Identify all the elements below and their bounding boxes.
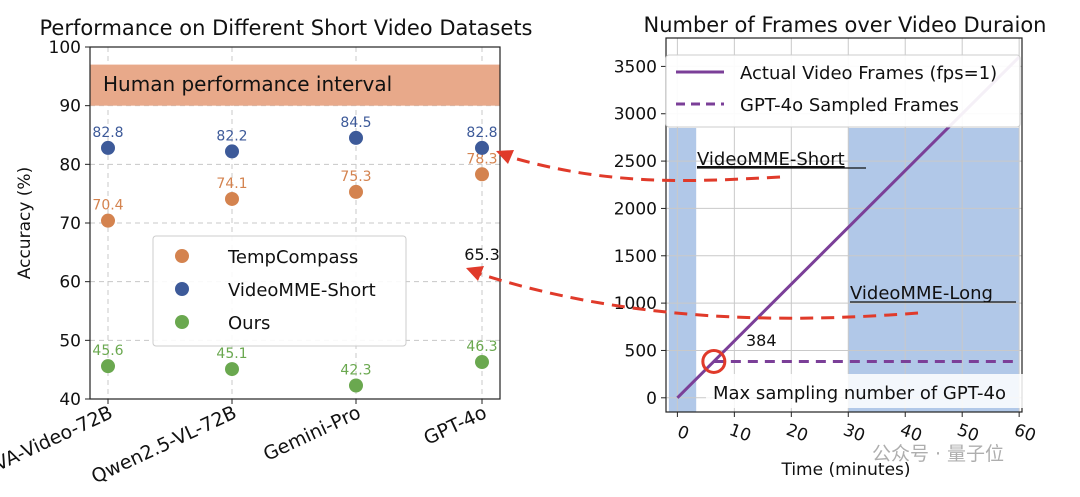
right-xtick-label-30: 30	[840, 420, 867, 446]
region-videomme-short	[668, 127, 697, 412]
point-ours-qwen2-5-vl-72b	[225, 362, 239, 377]
right-xtick-label-20: 20	[783, 420, 810, 446]
right-legend: Actual Video Frames (fps=1) GPT-4o Sampl…	[665, 54, 1021, 128]
left-ytick-label-80: 80	[59, 155, 81, 175]
right-ytick-label-500: 500	[625, 341, 657, 361]
right-ytick-label-0: 0	[646, 389, 657, 409]
right-xtick-label-60: 60	[1011, 420, 1038, 446]
annotation-max-sampling: Max sampling number of GPT-4o	[713, 383, 1006, 404]
left-ytick-label-40: 40	[59, 390, 81, 410]
right-ytick-label-3000: 3000	[614, 105, 657, 125]
point-videomme-short-gpt-4o	[475, 140, 489, 155]
data-label-tempcompass-gpt-4o: 78.3	[466, 151, 497, 167]
right-regions	[668, 127, 1020, 412]
right-xtick-label-0: 0	[675, 422, 692, 444]
left-ytick-label-70: 70	[59, 214, 81, 234]
region-label-short: VideoMME-Short	[697, 149, 845, 170]
legend-label-tempcompass: TempCompass	[227, 247, 358, 268]
left-ytick-label-50: 50	[59, 331, 81, 351]
left-points: 70.4 74.1 75.3 78.3 82.8 82.2 84.5 82.8 45.6 45.1…	[92, 115, 498, 393]
max-sampling-box	[706, 374, 1026, 408]
left-y-ticks: 40 50 60 70 80 90 100	[49, 38, 90, 410]
point-ours-gemini-pro	[349, 378, 363, 393]
point-ours-gpt-4o	[475, 355, 489, 370]
data-label-videomme-short-gpt-4o: 82.8	[466, 125, 497, 141]
right-ytick-label-3500: 3500	[614, 57, 657, 77]
point-videomme-short-qwen2-5-vl-72b	[225, 144, 239, 159]
left-ytick-label-60: 60	[59, 273, 81, 293]
arrow-long-to-65	[479, 272, 919, 320]
right-ytick-label-1000: 1000	[614, 294, 657, 314]
point-videomme-short-gemini-pro	[349, 130, 363, 145]
data-label-ours-gemini-pro: 42.3	[340, 363, 371, 379]
legend-label-gpt4o: GPT-4o Sampled Frames	[740, 95, 959, 116]
legend-marker-tempcompass	[175, 249, 189, 263]
human-band-rect	[90, 64, 500, 106]
left-y-axis-label: Accuracy (%)	[15, 167, 35, 279]
left-legend-box	[152, 235, 407, 347]
highlight-circle-384	[701, 348, 727, 374]
right-legend-box	[665, 54, 1021, 128]
human-band-label: Human performance interval	[103, 72, 392, 96]
point-ours-llava-video-72b	[101, 359, 115, 374]
point-tempcompass-gemini-pro	[349, 184, 363, 199]
arrow-short-head	[496, 150, 514, 164]
watermark: 公众号 · 量子位	[872, 443, 1004, 465]
callout-value-65-3: 65.3	[464, 245, 500, 264]
data-label-tempcompass-llava-video-72b: 70.4	[92, 198, 123, 214]
left-ytick-label-100: 100	[49, 38, 81, 58]
right-ytick-label-2000: 2000	[614, 199, 657, 219]
human-band: Human performance interval	[90, 64, 500, 106]
legend-label-actual: Actual Video Frames (fps=1)	[740, 63, 997, 84]
right-x-axis-label: Time (minutes)	[780, 460, 910, 480]
callout-arrows	[466, 150, 919, 320]
right-plot-frame	[665, 37, 1023, 413]
right-xtick-label-10: 10	[726, 420, 753, 446]
right-chart-title: Number of Frames over Video Duraion	[644, 13, 1047, 37]
legend-label-ours: Ours	[228, 313, 270, 334]
arrow-long-head	[466, 266, 484, 281]
left-xtick-label-gpt-4o: GPT-4o	[420, 402, 490, 450]
legend-label-videomme-short: VideoMME-Short	[228, 280, 376, 301]
region-videomme-long	[848, 127, 1020, 412]
right-y-ticks: 0 500 1000 1500 2000 2500 3000 3500	[614, 57, 666, 409]
data-label-ours-gpt-4o: 46.3	[466, 339, 497, 355]
left-ytick-label-90: 90	[59, 97, 81, 117]
data-label-tempcompass-gemini-pro: 75.3	[340, 169, 371, 185]
right-ytick-label-1500: 1500	[614, 247, 657, 267]
legend-marker-videomme-short	[175, 282, 189, 296]
data-label-tempcompass-qwen2-5-vl-72b: 74.1	[216, 176, 247, 192]
data-label-ours-llava-video-72b: 45.6	[92, 343, 123, 359]
right-ytick-label-2500: 2500	[614, 152, 657, 172]
right-x-ticks: 0 10 20 30 40 50 60	[675, 412, 1038, 446]
point-tempcompass-gpt-4o	[475, 167, 489, 182]
data-label-videomme-short-qwen2-5-vl-72b: 82.2	[216, 128, 247, 144]
data-label-videomme-short-gemini-pro: 84.5	[340, 115, 371, 131]
data-label-videomme-short-llava-video-72b: 82.8	[92, 125, 123, 141]
left-legend: TempCompass VideoMME-Short Ours	[152, 235, 407, 347]
point-videomme-short-llava-video-72b	[101, 140, 115, 155]
annotation-384: 384	[746, 331, 777, 350]
arrow-short-to-gpt4o	[509, 155, 781, 183]
data-label-ours-qwen2-5-vl-72b: 45.1	[216, 346, 247, 362]
legend-marker-ours	[175, 315, 189, 329]
point-tempcompass-qwen2-5-vl-72b	[225, 191, 239, 206]
region-label-long: VideoMME-Long	[850, 283, 993, 304]
left-xtick-label-gemini-pro: Gemini-Pro	[260, 402, 364, 466]
left-chart-title: Performance on Different Short Video Dat…	[39, 16, 532, 40]
point-tempcompass-llava-video-72b	[101, 213, 115, 228]
